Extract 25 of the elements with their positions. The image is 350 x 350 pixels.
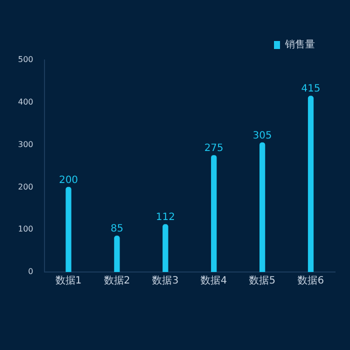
legend-label: 销售量 xyxy=(284,38,315,51)
y-tick-label: 0 xyxy=(28,267,34,276)
x-tick-label: 数据1 xyxy=(55,274,82,287)
x-tick-label: 数据5 xyxy=(249,274,276,287)
data-label: 275 xyxy=(204,142,224,154)
bar xyxy=(211,155,217,272)
x-tick-label: 数据6 xyxy=(298,274,324,287)
data-label: 200 xyxy=(58,174,78,186)
y-tick-label: 400 xyxy=(18,97,34,106)
x-tick-label: 数据4 xyxy=(200,274,228,287)
data-label: 305 xyxy=(252,130,272,142)
bar xyxy=(114,236,120,272)
bar xyxy=(66,186,72,272)
y-tick-label: 100 xyxy=(18,224,34,234)
bar xyxy=(162,224,168,272)
y-tick-label: 200 xyxy=(18,182,34,192)
y-tick-label: 300 xyxy=(18,140,34,149)
data-label: 112 xyxy=(156,212,175,224)
data-label: 415 xyxy=(301,84,320,95)
bar xyxy=(259,142,266,272)
x-tick-label: 数据2 xyxy=(104,274,130,287)
bar xyxy=(308,96,314,272)
y-tick-label: 500 xyxy=(18,55,34,64)
x-tick-label: 数据3 xyxy=(152,274,179,287)
data-label: 85 xyxy=(110,224,124,235)
